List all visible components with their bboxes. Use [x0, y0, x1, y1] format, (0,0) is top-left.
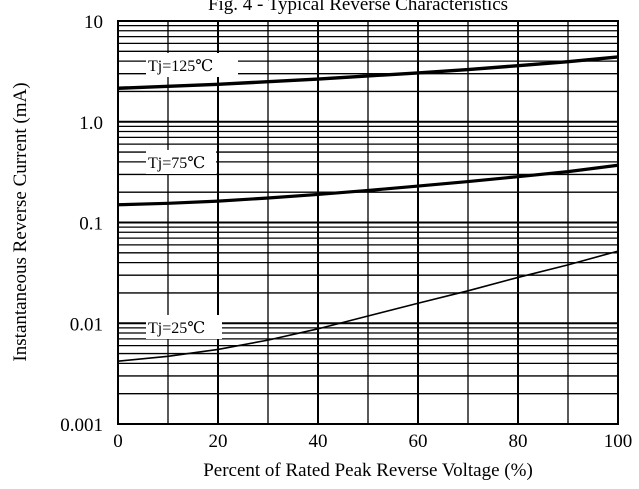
- series-line-2: [117, 250, 619, 363]
- series-line-1: [117, 163, 619, 207]
- series-label-bg-1: [146, 150, 216, 174]
- y-tick-label: 10: [84, 12, 103, 33]
- x-tick-label: 0: [113, 431, 123, 452]
- y-tick-label: 0.1: [79, 214, 103, 235]
- series-label-2: Tj=25℃: [148, 320, 205, 337]
- y-tick-label: 0.01: [70, 314, 103, 335]
- y-tick-label: 1.0: [79, 113, 103, 134]
- x-axis-label: Percent of Rated Peak Reverse Voltage (%…: [203, 460, 533, 481]
- x-tick-label: 100: [604, 431, 633, 452]
- grid: [118, 21, 618, 424]
- series-lines: [117, 55, 619, 363]
- y-tick-label: 0.001: [60, 415, 103, 436]
- series-label-bg-2: [146, 315, 222, 339]
- series-label-1: Tj=75℃: [148, 155, 205, 172]
- series-labels: Tj=125℃ Tj=75℃ Tj=25℃: [146, 53, 238, 339]
- chart-title: Fig. 4 - Typical Reverse Characteristics: [208, 0, 508, 15]
- x-tick-label: 60: [409, 431, 428, 452]
- series-label-bg-0: [146, 53, 238, 77]
- x-tick-label: 20: [209, 431, 228, 452]
- y-axis-label: Instantaneous Reverse Current (mA): [10, 82, 31, 361]
- plot-frame: [117, 20, 619, 425]
- series-line-0: [117, 55, 619, 90]
- y-axis-ticks: 0.001 0.01 0.1 1.0 10: [60, 12, 103, 436]
- x-axis-ticks: 0 20 40 60 80 100: [113, 431, 632, 452]
- x-tick-label: 40: [309, 431, 328, 452]
- series-label-0: Tj=125℃: [148, 58, 213, 75]
- x-tick-label: 80: [509, 431, 528, 452]
